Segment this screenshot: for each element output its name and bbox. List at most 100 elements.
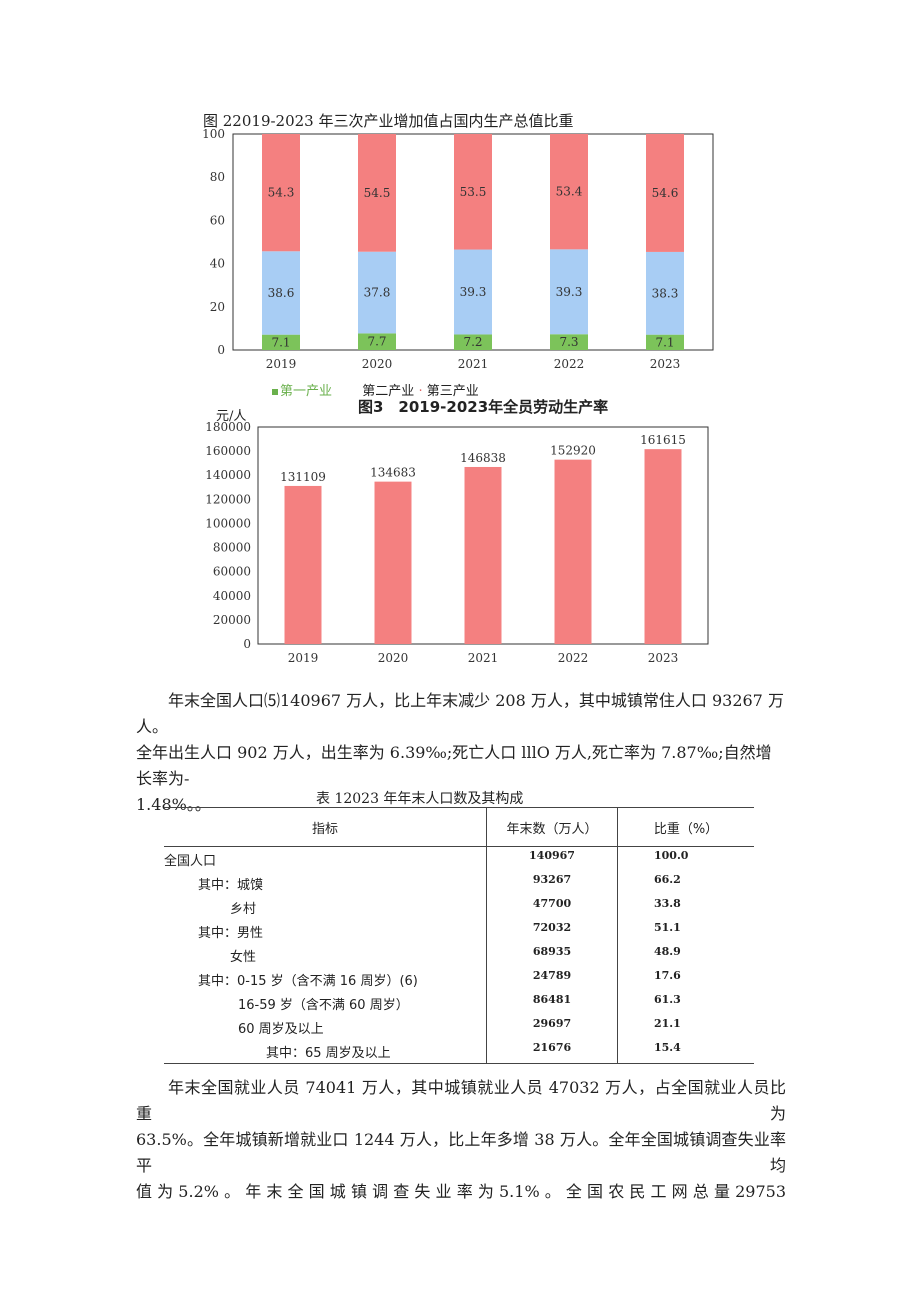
figure2-y-axis: 0 20 40 60 80 100: [202, 128, 225, 357]
legend-tertiary-dot: ·: [418, 384, 423, 399]
row-indicator: 60 周岁及以上: [164, 1015, 487, 1039]
figure2-data-label: 37.8: [364, 286, 391, 300]
row-year-end-count: 68935: [486, 943, 618, 967]
table-row: 乡村 47700 33.8: [164, 895, 754, 919]
figure3-bar: [284, 485, 322, 644]
row-indicator: 全国人口: [164, 846, 487, 871]
figure2-data-label: 38.6: [268, 286, 295, 300]
figure2-data-label: 53.5: [460, 185, 487, 199]
table-header-row: 指标 年末数（万人） 比重（%）: [164, 807, 754, 847]
figure3-y-tick-label: 180000: [205, 420, 251, 434]
figure2-bar-segment: [646, 334, 684, 350]
figure3-x-tick-label: 2022: [558, 651, 589, 665]
paragraph-population-line1: 年末全国人口⑸140967 万人，比上年末减少 208 万人，其中城镇常住人口 …: [136, 691, 784, 736]
row-year-end-count: 21676: [486, 1039, 618, 1064]
figure2-bar-segment: [550, 249, 588, 335]
row-share: 66.2: [654, 873, 681, 886]
figure3-bars: 131109 134683 146838 152920 161615: [280, 433, 686, 644]
figure3-y-tick-label: 140000: [205, 468, 251, 482]
table-row: 其中：男性 72032 51.1: [164, 919, 754, 943]
table-row: 其中：65 周岁及以上 21676 15.4: [164, 1039, 754, 1064]
figure2-bar-segment: [262, 334, 300, 350]
row-share: 48.9: [654, 945, 681, 958]
figure3-bar: [644, 449, 682, 644]
row-share: 51.1: [654, 921, 681, 934]
figure2-bar-segment: [358, 134, 396, 252]
figure3-bar: [374, 481, 412, 644]
paragraph-employment-line1: 年末全国就业人员 74041 万人，其中城镇就业人员 47032 万人，占全国就…: [136, 1078, 786, 1123]
figure2-y-tick-label: 100: [202, 128, 225, 141]
row-share: 21.1: [654, 1017, 681, 1030]
figure3-x-tick-label: 2021: [468, 651, 499, 665]
table-row: 其中：城馍 93267 66.2: [164, 871, 754, 895]
figure3-x-axis: 2019 2020 2021 2022 2023: [288, 651, 679, 665]
figure2-x-tick-label: 2021: [458, 357, 489, 371]
figure2-bar-segment: [358, 333, 396, 350]
row-share: 61.3: [654, 993, 681, 1006]
table-row: 60 周岁及以上 29697 21.1: [164, 1015, 754, 1039]
figure3-x-tick-label: 2019: [288, 651, 319, 665]
figure3-x-tick-label: 2023: [648, 651, 679, 665]
figure3-bar: [554, 459, 592, 644]
figure2-data-label: 7.1: [655, 335, 674, 349]
figure2-bar-segment: [358, 251, 396, 334]
row-indicator: 其中：0-15 岁（含不满 16 周岁）(6): [164, 967, 487, 991]
figure2-bar-segment: [454, 249, 492, 335]
figure3-title: 图3 2019-2023年全员劳动生产率: [358, 398, 609, 416]
figure2-y-tick-label: 0: [217, 343, 225, 357]
figure2-bar-segment: [550, 334, 588, 350]
row-year-end-count: 72032: [486, 919, 618, 943]
population-table: 指标 年末数（万人） 比重（%） 全国人口 140967 100.0 其中：城馍 932…: [164, 807, 754, 1064]
figure3-unit: 元/人: [216, 409, 247, 424]
figure2-x-tick-label: 2023: [650, 357, 681, 371]
figure3-chart: 0 20000 40000 60000 80000 100000 120000 140000 1…: [205, 420, 709, 665]
paragraph-population: 年末全国人口⑸140967 万人，比上年末减少 208 万人，其中城镇常住人口 …: [136, 688, 786, 818]
figure2-y-tick-label: 60: [210, 213, 225, 227]
figure2-data-label: 54.3: [268, 186, 295, 200]
figure3-data-label: 146838: [460, 451, 506, 465]
figure2-bar-segment: [454, 334, 492, 350]
row-year-end-count: 86481: [486, 991, 618, 1015]
row-year-end-count: 29697: [486, 1015, 618, 1039]
figure2-bar-segment: [550, 134, 588, 250]
figure2-data-label: 7.1: [271, 335, 290, 349]
figure3-y-axis: 0 20000 40000 60000 80000 100000 120000 140000 1…: [205, 420, 251, 651]
paragraph-employment-line3: 值 为 5.2% 。 年 末 全 国 城 镇 调 查 失 业 率 为 5.1% …: [136, 1182, 786, 1201]
table-row: 女性 68935 48.9: [164, 943, 754, 967]
header-year-end-count: 年末数（万人）: [486, 807, 618, 847]
row-share: 100.0: [654, 849, 689, 862]
figure2-bar-segment: [454, 134, 492, 250]
row-indicator: 其中：城馍: [164, 871, 487, 895]
row-indicator: 16-59 岁（含不满 60 周岁）: [164, 991, 487, 1015]
figure3-data-label: 131109: [280, 470, 326, 484]
figure2-data-label: 54.6: [652, 186, 679, 200]
figure2-data-label: 7.7: [367, 335, 386, 349]
table1-caption: 表 12023 年年末人口数及其构成: [316, 791, 524, 807]
figure2-y-tick-label: 40: [210, 257, 225, 271]
row-indicator: 其中：65 周岁及以上: [164, 1039, 487, 1064]
figure3-y-tick-label: 120000: [205, 492, 251, 506]
figure3-bar: [464, 466, 502, 644]
figure2-data-label: 39.3: [556, 285, 583, 299]
figure2-data-label: 54.5: [364, 186, 391, 200]
figure3-y-tick-label: 100000: [205, 516, 251, 530]
table-row: 16-59 岁（含不满 60 周岁） 86481 61.3: [164, 991, 754, 1015]
figure2-bar-segment: [262, 251, 300, 335]
figure2-x-axis: 2019 2020 2021 2022 2023: [266, 357, 681, 371]
figure2-data-label: 7.2: [463, 335, 482, 349]
figure2-bar-segment: [646, 134, 684, 252]
figure3-y-tick-label: 40000: [213, 589, 251, 603]
figure2-legend: 第一产业 第二产业 · 第三产业: [272, 380, 479, 399]
row-indicator: 女性: [164, 943, 487, 967]
figure2-x-tick-label: 2020: [362, 357, 393, 371]
figure2-bar-segment: [646, 251, 684, 335]
row-share: 33.8: [654, 897, 681, 910]
figure2-data-label: 53.4: [556, 185, 583, 199]
figure3-y-tick-label: 80000: [213, 541, 251, 555]
figure2-title: 图 22019-2023 年三次产业增加值占国内生产总值比重: [203, 112, 574, 130]
header-share: 比重（%）: [617, 807, 754, 847]
figure2-y-tick-label: 80: [210, 170, 225, 184]
table-row: 全国人口 140967 100.0: [164, 846, 754, 871]
figure2-bar-segment: [262, 134, 300, 252]
legend-primary-swatch: [272, 388, 278, 395]
